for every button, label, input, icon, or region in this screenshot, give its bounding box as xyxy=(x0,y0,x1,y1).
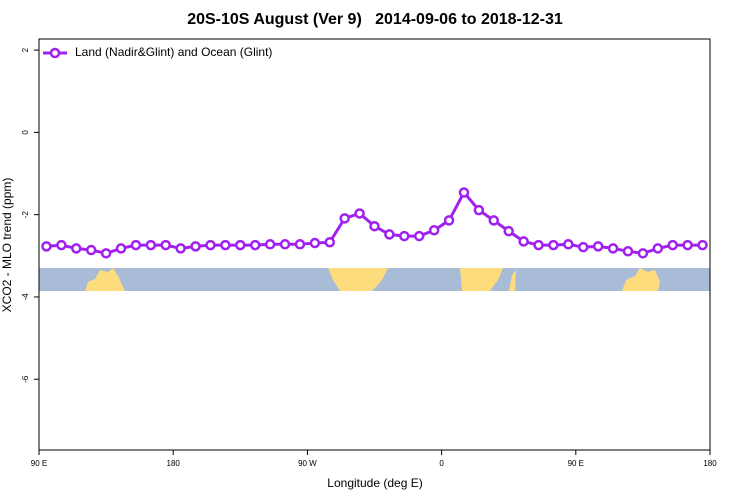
data-point xyxy=(428,225,440,236)
plot-frame xyxy=(38,38,711,451)
data-point xyxy=(488,215,500,226)
data-point xyxy=(473,204,485,216)
data-point xyxy=(518,236,529,247)
y-tick-label: -4 xyxy=(21,293,30,301)
data-point xyxy=(369,220,380,232)
y-axis-label: XCO2 - MLO trend (ppm) xyxy=(0,178,14,313)
data-point xyxy=(578,241,589,253)
legend-label: Land (Nadir&Glint) and Ocean (Glint) xyxy=(75,45,272,59)
x-tick-label: 90 E xyxy=(568,459,584,468)
y-tick-label: 2 xyxy=(21,47,30,52)
x-axis-label: Longitude (deg E) xyxy=(327,476,422,490)
data-point xyxy=(205,239,216,251)
data-point xyxy=(652,243,664,254)
data-point xyxy=(607,243,619,254)
data-point xyxy=(533,239,544,251)
data-point xyxy=(384,229,395,240)
data-point xyxy=(637,248,649,259)
data-point xyxy=(399,230,410,242)
data-point xyxy=(100,248,112,259)
x-tick-label: 180 xyxy=(167,459,181,468)
data-point xyxy=(622,246,634,257)
data-point xyxy=(160,239,171,251)
data-point xyxy=(354,208,365,219)
y-tick-label: -6 xyxy=(21,375,30,383)
data-point xyxy=(443,215,455,226)
data-point xyxy=(503,225,514,237)
data-point xyxy=(667,239,678,251)
data-point xyxy=(130,239,142,251)
data-point xyxy=(339,213,350,224)
data-point xyxy=(249,239,261,251)
data-point xyxy=(279,239,291,250)
chart-title: 20S-10S August (Ver 9) 2014-09-06 to 201… xyxy=(187,11,563,28)
data-point xyxy=(592,241,604,252)
data-point xyxy=(324,236,336,248)
x-tick-label: 180 xyxy=(703,459,717,468)
data-point xyxy=(145,239,157,251)
data-point xyxy=(294,239,306,250)
data-point xyxy=(264,239,276,250)
data-point xyxy=(220,239,231,251)
data-point xyxy=(413,230,425,242)
data-point xyxy=(548,239,559,251)
data-point xyxy=(563,239,574,250)
data-point xyxy=(71,243,82,254)
data-point xyxy=(175,243,186,254)
data-point xyxy=(682,239,693,251)
x-tick-label: 90 W xyxy=(298,459,317,468)
x-tick-label: 0 xyxy=(439,459,444,468)
y-tick-label: 0 xyxy=(21,130,30,135)
data-point xyxy=(85,244,97,256)
data-point xyxy=(56,239,67,251)
data-point xyxy=(190,241,201,252)
data-point xyxy=(697,239,708,251)
land-ocean-strip xyxy=(39,268,710,291)
legend-marker xyxy=(49,47,61,59)
data-point xyxy=(41,241,52,252)
data-point xyxy=(309,237,321,249)
data-point xyxy=(235,239,246,251)
y-tick-label: -2 xyxy=(21,211,30,219)
x-tick-label: 90 E xyxy=(31,459,47,468)
data-point xyxy=(458,187,470,198)
data-point xyxy=(115,243,127,254)
